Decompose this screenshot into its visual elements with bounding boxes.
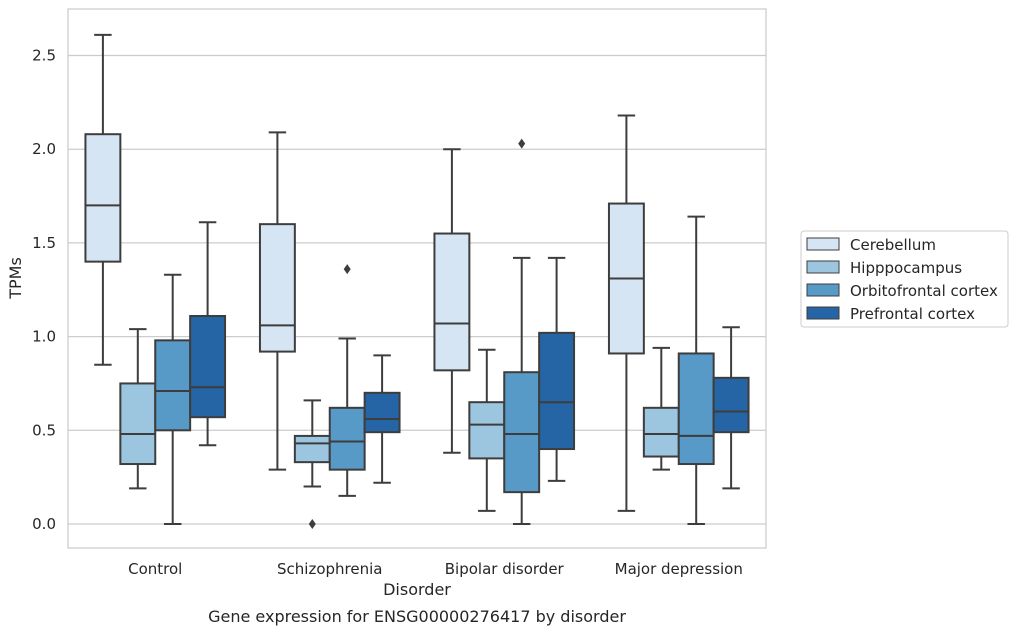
box-hipppocampus [642, 346, 680, 471]
y-tick-label: 0.0 [32, 515, 56, 533]
x-tick-labels: Control Schizophrenia Bipolar disorder Majo… [128, 560, 743, 578]
box-iqr [363, 391, 401, 434]
outlier-point [343, 264, 351, 275]
outlier-point [518, 138, 526, 149]
box-iqr [293, 434, 331, 464]
outlier-point [308, 519, 316, 529]
chart-caption: Gene expression for ENSG00000276417 by d… [208, 607, 626, 626]
box-iqr [84, 133, 122, 263]
box-iqr [258, 223, 296, 353]
box-cerebellum [433, 148, 471, 454]
legend: Cerebellum Hipppocampus Orbitofrontal cort… [800, 230, 1009, 328]
box-iqr [119, 382, 157, 466]
x-tick-label: Control [128, 560, 182, 578]
box-orbitofrontal-cortex [677, 215, 715, 525]
box-hipppocampus [293, 399, 331, 529]
box-iqr [468, 401, 506, 460]
x-axis-label: Disorder [383, 580, 451, 599]
box-prefrontal-cortex [538, 256, 576, 482]
legend-frame [800, 230, 1009, 328]
legend-swatch [806, 260, 840, 274]
box-iqr [538, 331, 576, 451]
legend-label: Prefrontal cortex [850, 305, 975, 323]
y-tick-label: 2.0 [32, 140, 56, 158]
legend-swatch [806, 237, 840, 251]
box-cerebellum [258, 131, 296, 471]
x-tick-label: Major depression [615, 560, 743, 578]
y-axis-label: TPMs [6, 257, 25, 300]
legend-label: Cerebellum [850, 236, 936, 254]
y-tick-labels: 0.0 0.5 1.0 1.5 2.0 2.5 [32, 47, 56, 534]
box-iqr [189, 314, 227, 419]
x-tick-label: Schizophrenia [277, 560, 382, 578]
box-iqr [677, 352, 715, 466]
y-tick-label: 0.5 [32, 421, 56, 439]
box-prefrontal-cortex [189, 221, 227, 447]
box-iqr [328, 406, 366, 471]
y-tick-label: 1.0 [32, 328, 56, 346]
box-cerebellum [607, 114, 645, 512]
box-cerebellum [84, 33, 122, 366]
box-hipppocampus [119, 328, 157, 490]
legend-swatch [806, 306, 840, 320]
box-iqr [642, 406, 680, 458]
box-prefrontal-cortex [712, 326, 750, 490]
legend-label: Orbitofrontal cortex [850, 282, 998, 300]
plot-frame [67, 8, 767, 549]
box-iqr [712, 376, 750, 434]
box-orbitofrontal-cortex [328, 264, 366, 497]
y-tick-label: 2.5 [32, 47, 56, 65]
box-hipppocampus [468, 348, 506, 512]
legend-swatch [806, 283, 840, 297]
y-tick-label: 1.5 [32, 234, 56, 252]
x-tick-label: Bipolar disorder [445, 560, 565, 578]
box-iqr [503, 371, 541, 494]
box-orbitofrontal-cortex [154, 273, 192, 525]
box-iqr [154, 339, 192, 432]
box-orbitofrontal-cortex [503, 138, 541, 525]
box-iqr [433, 232, 471, 372]
box-prefrontal-cortex [363, 354, 401, 484]
box-series [84, 33, 750, 529]
legend-label: Hipppocampus [850, 259, 962, 277]
